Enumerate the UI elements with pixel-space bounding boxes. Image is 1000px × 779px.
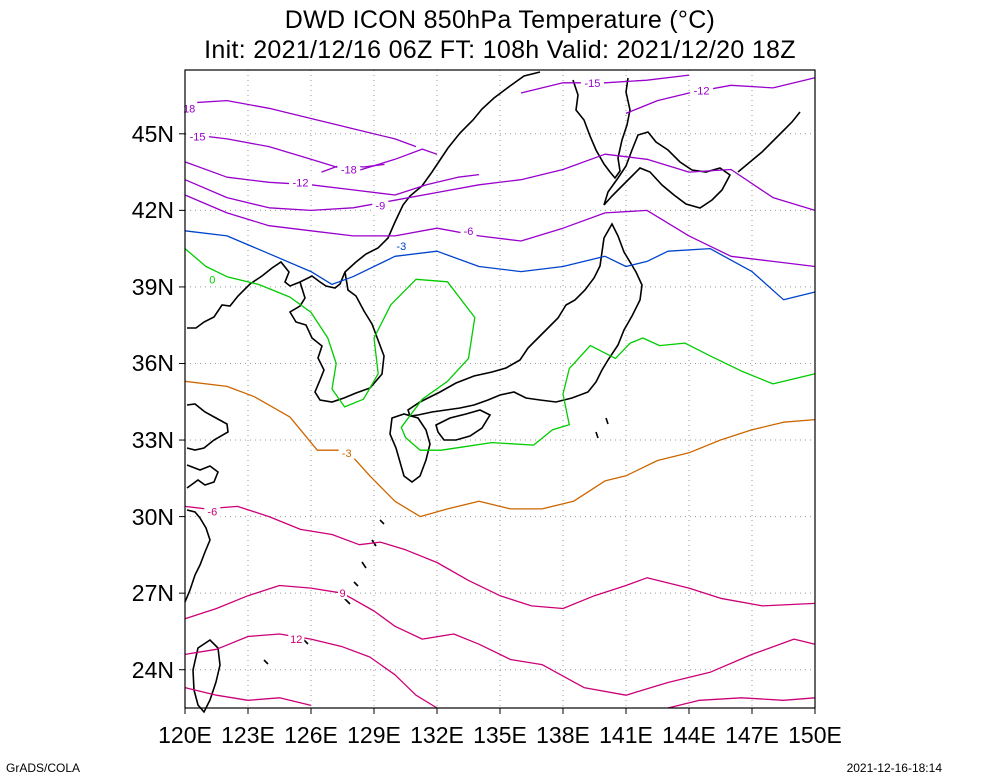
contour-label-bg (460, 223, 477, 237)
contour-lines (184, 74, 816, 709)
contour-label: -12 (293, 177, 309, 189)
contour-label-bg (338, 586, 347, 600)
contour-label: -3 (396, 241, 406, 253)
x-tick-label: 135E (473, 722, 527, 748)
contour-line (184, 133, 438, 173)
contour-line (184, 153, 816, 212)
footer-left: GrADS/COLA (6, 761, 81, 775)
contour-label: -3 (342, 448, 352, 460)
contour-line (184, 633, 438, 709)
y-tick-label: 24N (131, 656, 174, 683)
contour-line (625, 77, 816, 115)
contour-label: -18 (341, 165, 357, 177)
contour-label-bg (338, 445, 355, 459)
hokkaido-coast (603, 131, 732, 209)
contour-labels: 18 -18 -15 -15 -12 -12 -9 -6 -3 0 -3 -6 9 12 (181, 75, 714, 646)
contour-label-bg (186, 129, 210, 143)
contour-label: -6 (464, 226, 474, 238)
kyushu-coast (389, 413, 431, 483)
y-tick-label: 30N (131, 503, 174, 530)
y-tick-label: 33N (131, 427, 174, 454)
contour-line (184, 161, 480, 196)
contour-label-bg (372, 198, 389, 212)
y-tick-label: 39N (131, 273, 174, 300)
mainland-coast (184, 71, 541, 603)
shikoku-coast (435, 409, 492, 441)
contour-line (184, 380, 816, 518)
x-tick-label: 126E (284, 722, 338, 748)
contour-line (184, 194, 816, 268)
contour-label: 18 (183, 103, 195, 115)
axis-ticks (179, 133, 816, 714)
contour-label-bg (288, 632, 305, 646)
contour-line (520, 74, 690, 94)
map-subtitle: Init: 2021/12/16 06Z FT: 108h Valid: 202… (204, 36, 796, 64)
contour-label: -15 (190, 131, 206, 143)
contour-line (184, 248, 816, 451)
x-tick-label: 147E (725, 722, 779, 748)
x-tick-label: 138E (536, 722, 590, 748)
x-tick-label: 150E (788, 722, 842, 748)
y-tick-label: 27N (131, 580, 174, 607)
x-tick-label: 141E (599, 722, 653, 748)
x-tick-label: 144E (662, 722, 716, 748)
y-tick-label: 42N (131, 197, 174, 224)
grid-lines (185, 70, 815, 708)
contour-label: 9 (339, 588, 345, 600)
contour-line (184, 99, 417, 148)
coastlines (184, 71, 801, 714)
honshu-coast (407, 222, 643, 417)
kuril-coast (737, 111, 801, 173)
footer-right: 2021-12-16-18:14 (846, 761, 942, 775)
contour-line (184, 505, 816, 610)
contour-label: -9 (375, 200, 385, 212)
x-tick-label: 129E (347, 722, 401, 748)
contour-label-bg (204, 504, 221, 518)
contour-label-bg (690, 83, 714, 97)
sakhalin-coast (572, 77, 631, 180)
contour-line (184, 230, 816, 301)
contour-line (184, 686, 312, 707)
contour-label: 0 (209, 274, 215, 286)
contour-line (184, 584, 816, 696)
x-tick-label: 132E (410, 722, 464, 748)
contour-label: -12 (694, 85, 710, 97)
contour-label: 12 (290, 634, 302, 646)
contour-label-bg (393, 239, 410, 253)
taiwan-coast (192, 638, 221, 714)
contour-label-bg (289, 175, 312, 189)
contour-label: -6 (207, 506, 217, 518)
x-tick-label: 120E (158, 722, 212, 748)
x-tick-label: 123E (221, 722, 275, 748)
y-tick-label: 45N (131, 120, 174, 147)
contour-label-bg (337, 162, 361, 176)
y-tick-label: 36N (131, 350, 174, 377)
korea-coast (288, 271, 385, 403)
contour-label-bg (580, 75, 604, 89)
map-title: DWD ICON 850hPa Temperature (°C) (284, 6, 716, 34)
contour-label-bg (207, 272, 217, 286)
ryukyu-islands (263, 417, 609, 665)
contour-label: -15 (584, 78, 600, 90)
contour-line (667, 697, 816, 709)
